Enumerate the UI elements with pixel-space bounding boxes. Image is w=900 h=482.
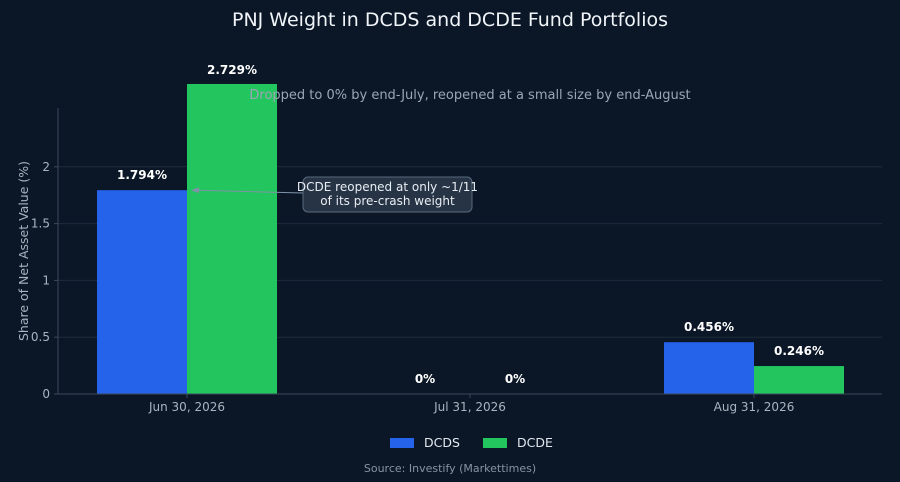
bars: [97, 83, 844, 395]
legend-swatch-dcde: [483, 438, 507, 448]
legend-label-dcds: DCDS: [424, 435, 460, 450]
x-tick-label: Jul 31, 2026: [433, 400, 506, 414]
data-label-dcde-0: 2.729%: [207, 63, 257, 77]
annotation: DCDE reopened at only ~1/11 of its pre-c…: [191, 176, 478, 213]
y-tick-label: 1: [42, 273, 50, 287]
y-tick-label: 0.5: [31, 330, 50, 344]
bar-dcde-2: [754, 366, 844, 394]
data-label-dcds-2: 0.456%: [684, 320, 734, 334]
data-label-dcds-0: 1.794%: [117, 168, 167, 182]
y-tick-label: 2: [42, 160, 50, 174]
x-tick-label: Jun 30, 2026: [148, 400, 225, 414]
annotation-arrow: [197, 189, 304, 194]
chart-subtitle: Dropped to 0% by end-July, reopened at a…: [249, 88, 690, 103]
bar-dcds-2: [664, 342, 754, 394]
annotation-box: [302, 176, 473, 213]
y-axis-title: Share of Net Asset Value (%): [16, 161, 31, 341]
x-tick-label: Aug 31, 2026: [714, 400, 795, 414]
bar-dcds-0: [97, 190, 187, 394]
legend-label-dcde: DCDE: [517, 435, 553, 450]
annotation-line-1: DCDE reopened at only ~1/11: [297, 180, 478, 194]
chart-title: PNJ Weight in DCDS and DCDE Fund Portfol…: [232, 9, 668, 31]
data-label-dcds-1: 0%: [415, 372, 435, 386]
legend-swatch-dcds: [390, 438, 414, 448]
bar-dcde-0: [187, 83, 277, 395]
y-tick-label: 1.5: [31, 217, 50, 231]
annotation-line-2: of its pre-crash weight: [320, 194, 455, 208]
data-label-dcde-1: 0%: [505, 372, 525, 386]
legend: DCDS DCDE: [390, 435, 553, 450]
data-labels: 1.794% 0% 0.456% 2.729% 0% 0.246%: [117, 63, 824, 386]
source-note: Source: Investify (Markettimes): [364, 462, 536, 475]
data-label-dcde-2: 0.246%: [774, 344, 824, 358]
y-tick-label: 0: [42, 387, 50, 401]
annotation-arrowhead: [191, 187, 199, 194]
tick-labels: 0 0.5 1 1.5 2 Jun 30, 2026 Jul 31, 2026 Aug 31,…: [31, 160, 794, 414]
